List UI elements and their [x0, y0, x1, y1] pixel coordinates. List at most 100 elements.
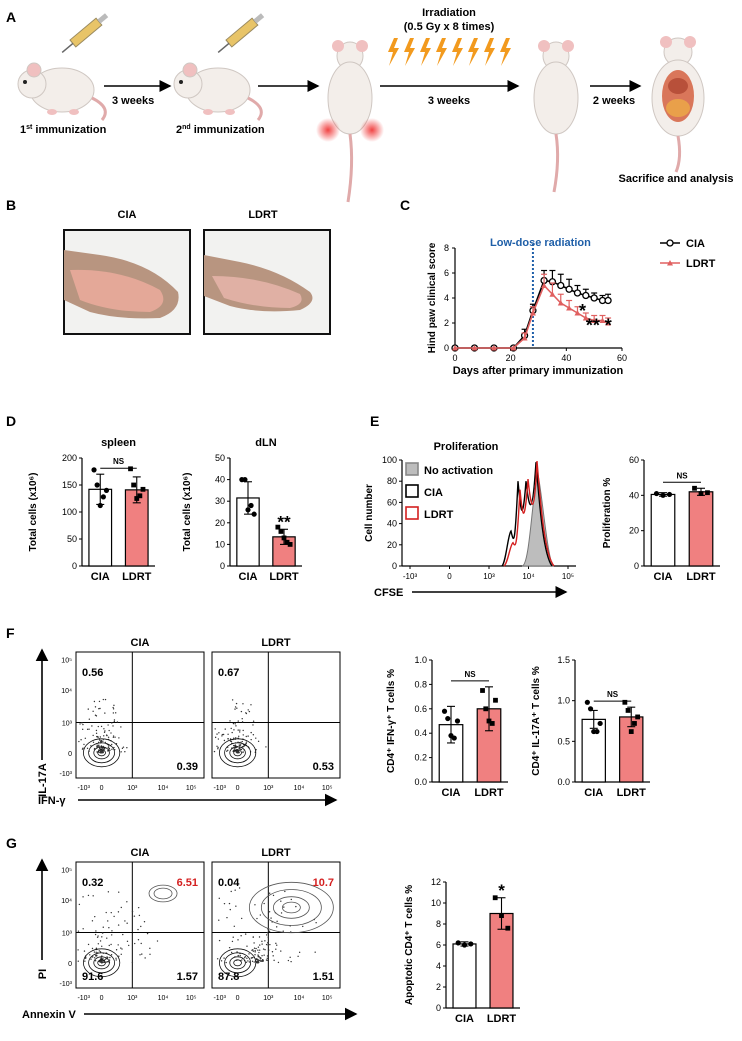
event-dot — [223, 957, 225, 959]
event-dot — [284, 890, 286, 893]
event-dot — [259, 944, 261, 946]
event-dot — [228, 946, 231, 949]
event-dot — [115, 959, 117, 961]
event-dot — [237, 954, 239, 957]
event-dot — [234, 708, 236, 710]
event-dot — [126, 901, 128, 903]
event-dot — [120, 947, 122, 949]
event-dot — [259, 957, 261, 959]
event-dot — [232, 722, 235, 725]
y-tick-label: 10⁵ — [61, 868, 72, 875]
data-point — [604, 296, 612, 305]
event-dot — [253, 947, 256, 949]
event-dot — [222, 733, 225, 736]
event-dot — [246, 957, 248, 959]
event-dot — [263, 902, 265, 905]
data-point — [483, 706, 489, 712]
data-point — [284, 539, 290, 545]
event-dot — [95, 947, 98, 950]
event-dot — [258, 951, 260, 954]
y-tick-label: 0.4 — [414, 728, 427, 738]
event-dot — [259, 914, 262, 916]
event-dot — [240, 917, 243, 920]
y-tick-label: 0 — [68, 961, 72, 968]
event-dot — [156, 940, 159, 942]
data-point — [471, 345, 478, 351]
event-dot — [229, 908, 231, 911]
event-dot — [120, 751, 122, 753]
event-dot — [111, 930, 113, 932]
event-dot — [101, 945, 103, 947]
x-tick-label: 0 — [447, 572, 452, 581]
event-dot — [250, 704, 252, 706]
event-dot — [94, 933, 97, 936]
event-dot — [226, 916, 228, 919]
y-axis-label: Cell number — [364, 484, 375, 542]
event-dot — [109, 749, 111, 752]
event-dot — [240, 935, 242, 937]
event-dot — [107, 745, 110, 747]
event-dot — [122, 746, 125, 748]
data-point — [140, 486, 146, 492]
event-dot — [102, 698, 105, 701]
y-axis-label: Proliferation % — [602, 478, 613, 549]
event-dot — [111, 722, 113, 724]
y-tick-label: 40 — [629, 490, 639, 500]
data-point — [490, 345, 497, 351]
y-tick-label: 1.0 — [557, 696, 570, 706]
event-dot — [95, 732, 98, 735]
event-dot — [137, 939, 140, 941]
panel-letter-c: C — [400, 197, 410, 213]
event-dot — [117, 944, 119, 946]
event-dot — [93, 957, 96, 959]
event-dot — [230, 740, 233, 743]
event-dot — [242, 734, 244, 736]
event-dot — [113, 915, 115, 918]
event-dot — [234, 723, 236, 725]
step2-label: 2nd immunization — [176, 124, 265, 136]
event-dot — [113, 719, 116, 721]
data-point — [574, 310, 581, 316]
interval2-label: 3 weeks — [428, 95, 470, 107]
y-tick-label: 20 — [215, 518, 225, 528]
x-axis-label: Days after primary immunization — [453, 365, 624, 377]
event-dot — [262, 948, 265, 950]
event-dot — [124, 920, 126, 922]
lightning-icon — [468, 38, 479, 66]
contour — [97, 749, 106, 757]
event-dot — [112, 712, 115, 714]
event-dot — [234, 889, 236, 891]
x-tick-label: 0 — [100, 995, 104, 1002]
event-dot — [106, 960, 109, 963]
event-dot — [139, 954, 141, 956]
ns-label: NS — [464, 670, 476, 679]
event-dot — [268, 892, 271, 894]
event-dot — [93, 951, 96, 953]
event-dot — [268, 911, 271, 913]
event-dot — [233, 744, 235, 747]
x-tick-label: 0 — [236, 785, 240, 792]
data-point — [573, 289, 582, 297]
y-tick-label: 0.6 — [414, 704, 427, 714]
event-dot — [248, 710, 251, 713]
event-dot — [81, 728, 84, 731]
event-dot — [241, 721, 244, 723]
event-dot — [90, 958, 92, 960]
quadrant-q1-value: 0.67 — [218, 667, 239, 679]
event-dot — [83, 950, 86, 952]
data-point — [454, 718, 461, 724]
event-dot — [272, 894, 275, 897]
x-tick-label: 10⁵ — [562, 572, 574, 581]
quadrant-q1-value: 0.32 — [82, 877, 103, 889]
event-dot — [244, 933, 247, 935]
event-dot — [88, 718, 91, 720]
y-tick-label: 40 — [215, 475, 225, 485]
panel-letter-f: F — [6, 625, 15, 641]
category-label: LDRT — [474, 787, 504, 799]
ns-label: NS — [607, 690, 619, 699]
contour — [233, 749, 242, 757]
event-dot — [224, 728, 226, 730]
data-point — [275, 524, 281, 530]
irradiation-title: Irradiation — [422, 7, 476, 19]
event-dot — [108, 748, 110, 750]
